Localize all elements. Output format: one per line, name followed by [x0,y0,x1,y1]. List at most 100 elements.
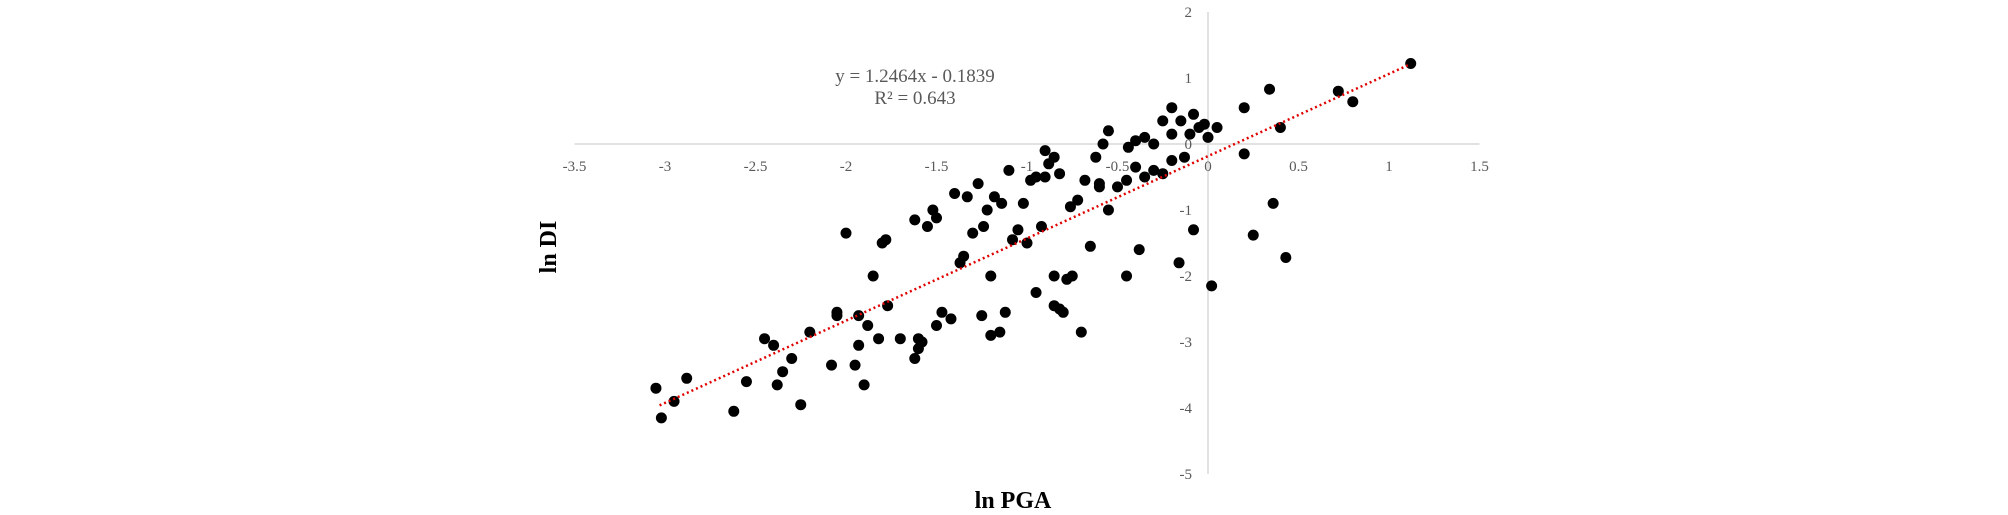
data-point [1054,168,1066,180]
data-point [681,372,693,384]
data-point [912,343,924,355]
data-point [849,359,861,371]
data-point [1264,83,1276,95]
data-point [1112,181,1123,193]
data-point [894,333,906,345]
data-point [1054,303,1066,315]
data-point [1202,131,1214,143]
data-point [1280,252,1292,264]
data-point [1012,224,1024,236]
data-point [655,412,667,424]
data-point [668,395,680,407]
y-tick-labels: 2 1 0 -1 -2 -3 -4 -5 [1180,5,1193,483]
data-point [858,379,870,391]
data-point [1166,155,1178,166]
data-point [949,188,961,199]
data-point [1347,96,1359,108]
data-point [1148,138,1160,150]
data-point [740,376,752,388]
data-point [1238,148,1250,160]
data-point [1188,224,1200,236]
x-tick-label: -2 [840,159,853,175]
data-point [840,227,852,239]
data-point [1267,197,1279,209]
data-point [1178,151,1190,163]
data-point [1332,85,1344,97]
data-point [826,359,838,371]
y-tick-label: 0 [1185,137,1193,153]
data-point [1093,178,1105,190]
data-point [1166,102,1178,114]
data-point [978,221,990,232]
data-point [972,178,984,190]
y-tick-label: -3 [1180,335,1193,351]
x-tick-label: -3.5 [563,159,587,175]
data-point [1139,131,1151,143]
data-point [1061,273,1073,285]
data-point [1102,125,1114,137]
data-point [988,191,1000,203]
data-point [1130,135,1142,147]
data-point [1043,158,1055,170]
data-point [777,366,789,378]
data-point [759,333,771,345]
data-point [853,310,865,322]
data-point [1139,171,1151,183]
data-point [786,353,798,364]
data-point [1184,128,1196,140]
data-point [981,204,993,216]
data-point [1084,240,1096,252]
data-point [1003,164,1015,176]
data-point [771,379,783,391]
y-axis-title: ln DI [536,221,562,274]
data-point [994,326,1006,338]
data-point [1035,221,1047,232]
data-point [1102,204,1114,216]
data-point [804,326,816,338]
data-point [1039,171,1051,183]
data-point [853,339,865,351]
data-point [1173,257,1185,269]
data-point [1247,229,1259,241]
x-tick-label: 0.5 [1289,159,1308,175]
data-point [1017,197,1029,209]
data-point [958,250,970,262]
data-point [1405,57,1417,69]
trendline-r2: R² = 0.643 [874,88,955,109]
data-point [1072,194,1084,206]
y-tick-label: -5 [1180,467,1193,483]
data-point [961,191,973,203]
data-point [921,221,933,232]
data-point [650,382,662,394]
data-point [1064,201,1076,213]
data-point [880,234,892,246]
x-tick-label: -3 [659,159,672,175]
data-point [1075,326,1087,338]
x-tick-labels: -3.5 -3 -2.5 -2 -1.5 -1 -0.5 0 0.5 1 1.5 [563,159,1489,175]
data-point [867,270,879,282]
data-point [999,306,1011,318]
y-tick-label: 1 [1185,71,1193,87]
data-point [1166,128,1178,140]
data-point [1157,168,1169,180]
data-point [862,320,874,331]
data-point [936,306,948,318]
axes [574,12,1480,474]
x-tick-label: -2.5 [744,159,768,175]
data-point [1133,244,1145,256]
data-point [1206,280,1218,292]
data-point [1097,138,1109,150]
data-point [931,320,942,331]
data-point [882,300,894,312]
x-tick-label: 1.5 [1470,159,1489,175]
y-tick-label: -4 [1180,401,1193,417]
data-point [1090,151,1102,163]
x-axis-title: ln PGA [975,488,1052,514]
data-point [1274,122,1286,133]
data-point [1121,174,1133,186]
data-point [985,329,997,341]
data-point [927,204,939,216]
data-point [1211,122,1223,133]
data-point [768,339,780,351]
